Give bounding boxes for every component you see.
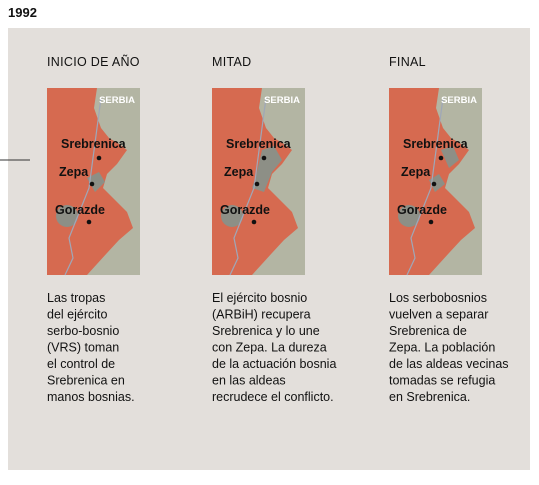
description: El ejército bosnio — [212, 291, 307, 305]
place-dot — [428, 219, 434, 225]
description: de la actuación bosnia — [212, 357, 336, 371]
description: Srebrenica en — [47, 374, 125, 388]
region-label: SERBIA — [99, 95, 135, 106]
place-label: Srebrenica — [403, 137, 469, 151]
description: Srebrenica de — [389, 324, 467, 338]
description: de las aldeas vecinas — [389, 357, 509, 371]
enclave — [87, 172, 105, 192]
column-heading: FINAL — [389, 55, 426, 69]
enclave — [429, 146, 459, 192]
region-label: SERBIA — [264, 95, 300, 106]
place-label: Zepa — [401, 165, 431, 179]
river — [406, 97, 444, 276]
gorazde-area — [56, 205, 78, 227]
place-dot — [254, 181, 260, 187]
description: manos bosnias. — [47, 390, 135, 404]
description: tomadas se refugia — [389, 374, 495, 388]
description: vuelven a separar — [389, 308, 488, 322]
place-label: Srebrenica — [61, 137, 127, 151]
description: en Srebrenica. — [389, 390, 470, 404]
description: con Zepa. La dureza — [212, 341, 327, 355]
river — [229, 97, 267, 276]
place-dot — [431, 181, 437, 187]
enclave — [252, 146, 282, 192]
gorazde-area — [221, 205, 243, 227]
title: 1992 — [8, 5, 37, 20]
description: en las aldeas — [212, 374, 286, 388]
description: Srebrenica y lo une — [212, 324, 320, 338]
place-label: Gorazde — [220, 203, 270, 217]
description: del ejército — [47, 308, 107, 322]
place-dot — [251, 219, 257, 225]
place-dot — [89, 181, 95, 187]
place-label: Srebrenica — [226, 137, 292, 151]
place-dot — [86, 219, 92, 225]
place-dot — [438, 155, 444, 161]
column-heading: INICIO DE AÑO — [47, 55, 140, 69]
region-label: SERBIA — [441, 95, 477, 106]
description: recrudece el conflicto. — [212, 390, 334, 404]
place-label: Gorazde — [55, 203, 105, 217]
gorazde-area — [398, 205, 420, 227]
river — [64, 97, 102, 276]
map: SERBIA Srebrenica Zepa Gorazde — [389, 88, 482, 276]
place-label: Zepa — [224, 165, 254, 179]
description: (ARBiH) recupera — [212, 308, 311, 322]
description: (VRS) toman — [47, 341, 119, 355]
place-label: Zepa — [59, 165, 89, 179]
place-label: Gorazde — [397, 203, 447, 217]
description: el control de — [47, 357, 115, 371]
place-dot — [96, 155, 102, 161]
description: serbo-bosnio — [47, 324, 119, 338]
description: Las tropas — [47, 291, 105, 305]
description: Zepa. La población — [389, 341, 495, 355]
description: Los serbobosnios — [389, 291, 487, 305]
column-heading: MITAD — [212, 55, 251, 69]
map: SERBIA Srebrenica Zepa Gorazde — [212, 88, 305, 276]
place-dot — [261, 155, 267, 161]
map: SERBIA Srebrenica Zepa Gorazde — [47, 88, 140, 276]
